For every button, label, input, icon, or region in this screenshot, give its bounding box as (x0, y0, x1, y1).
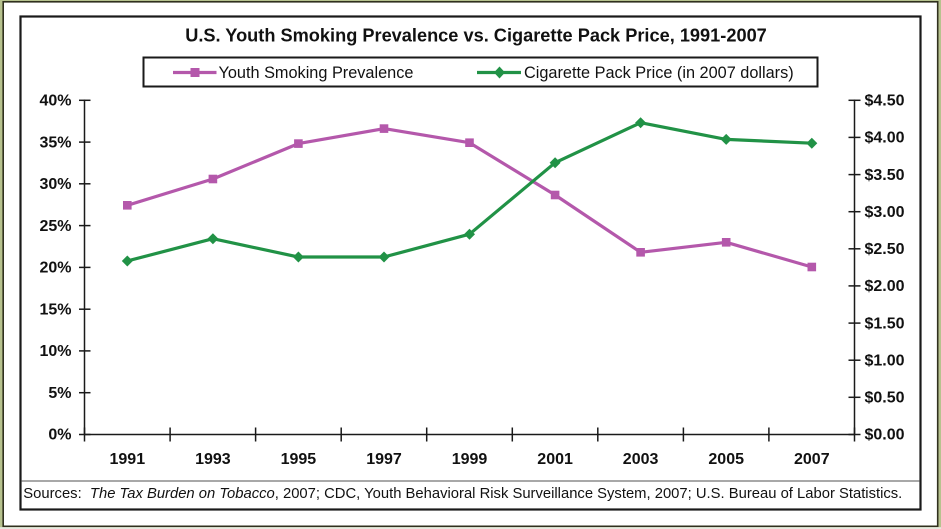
svg-text:1997: 1997 (366, 451, 402, 468)
svg-text:1991: 1991 (110, 451, 146, 468)
svg-text:2005: 2005 (708, 451, 744, 468)
svg-text:$2.50: $2.50 (865, 241, 905, 258)
svg-text:5%: 5% (48, 385, 71, 402)
svg-text:U.S. Youth Smoking Prevalence: U.S. Youth Smoking Prevalence vs. Cigare… (185, 25, 767, 45)
svg-text:$0.50: $0.50 (865, 390, 905, 407)
svg-text:$1.50: $1.50 (865, 315, 905, 332)
svg-text:15%: 15% (39, 301, 71, 318)
svg-text:2001: 2001 (537, 451, 573, 468)
svg-text:10%: 10% (39, 343, 71, 360)
svg-text:$3.00: $3.00 (865, 204, 905, 221)
svg-text:$1.00: $1.00 (865, 352, 905, 369)
svg-text:35%: 35% (39, 134, 71, 151)
svg-text:1999: 1999 (452, 451, 488, 468)
svg-text:Cigarette Pack Price (in 2007: Cigarette Pack Price (in 2007 dollars) (524, 64, 794, 82)
svg-text:0%: 0% (48, 427, 71, 444)
svg-text:1995: 1995 (281, 451, 317, 468)
svg-text:$4.50: $4.50 (865, 93, 905, 110)
svg-text:30%: 30% (39, 176, 71, 193)
svg-text:20%: 20% (39, 260, 71, 277)
svg-text:$4.00: $4.00 (865, 130, 905, 147)
svg-text:$3.50: $3.50 (865, 167, 905, 184)
svg-text:25%: 25% (39, 218, 71, 235)
svg-text:Sources: The Tax Burden on To: Sources: The Tax Burden on Tobacco, 2007… (23, 486, 902, 502)
svg-text:40%: 40% (39, 93, 71, 110)
svg-text:$2.00: $2.00 (865, 278, 905, 295)
svg-text:$0.00: $0.00 (865, 427, 905, 444)
svg-text:2007: 2007 (794, 451, 830, 468)
svg-text:1993: 1993 (195, 451, 231, 468)
svg-text:Youth Smoking Prevalence: Youth Smoking Prevalence (219, 64, 414, 82)
svg-text:2003: 2003 (623, 451, 659, 468)
